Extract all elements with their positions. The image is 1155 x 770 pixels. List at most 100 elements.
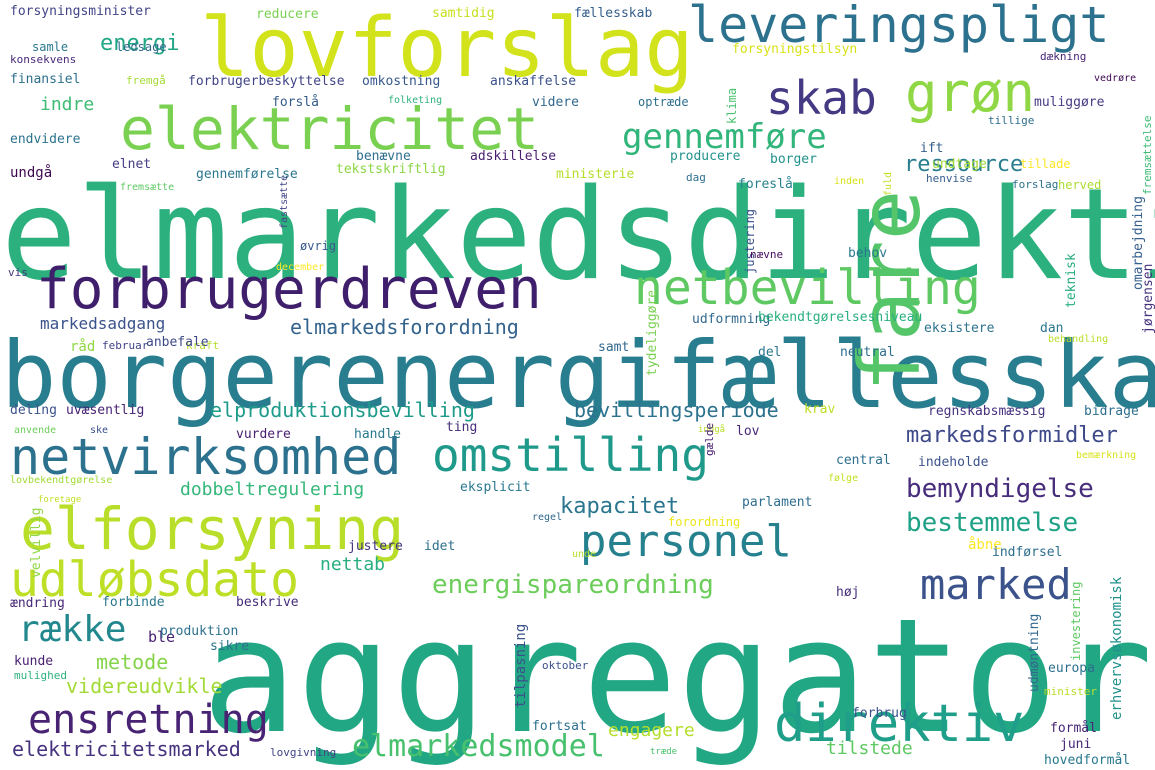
cloud-word: henvise (926, 172, 973, 185)
cloud-word: bemyndigelse (906, 474, 1094, 504)
cloud-word: række (18, 609, 127, 650)
cloud-word: anskaffelse (490, 74, 577, 89)
cloud-word: markedsadgang (40, 314, 166, 333)
cloud-word: grøn (905, 61, 1036, 124)
cloud-word: reducere (256, 7, 319, 22)
cloud-word: ændring (10, 596, 65, 611)
cloud-word: europa (1048, 661, 1095, 676)
cloud-word: engagere (608, 720, 695, 741)
cloud-word: sikre (210, 639, 250, 654)
cloud-word: fuld (883, 171, 894, 196)
cloud-word: kapacitet (560, 494, 680, 519)
cloud-word: ressource (904, 152, 1024, 177)
cloud-word: fastsætte (279, 174, 290, 229)
cloud-word: eksistere (924, 321, 995, 336)
cloud-word: dan (1040, 321, 1064, 336)
cloud-word: foreslå (738, 177, 793, 192)
cloud-word: vurdere (236, 427, 291, 442)
cloud-word: forbrugerbeskyttelse (188, 74, 345, 89)
cloud-word: anvende (14, 425, 57, 436)
cloud-word: indeholde (918, 455, 989, 470)
cloud-word: muliggøre (1034, 95, 1105, 110)
cloud-word: ministerie (556, 167, 635, 182)
cloud-word: samle (32, 40, 69, 54)
cloud-word: erhvervsøkonomisk (1109, 576, 1125, 720)
cloud-word: forslag (1012, 178, 1059, 191)
cloud-word: regel (532, 512, 563, 523)
cloud-word: bevillingsperiode (574, 398, 779, 422)
cloud-word: fare (841, 189, 939, 392)
cloud-word: fortsat (532, 719, 587, 734)
cloud-word: lovforslag (200, 1, 694, 96)
cloud-word: elmarkedsforordning (290, 315, 519, 339)
cloud-word: krav (804, 402, 836, 417)
cloud-word: tekstskriftlig (336, 162, 446, 177)
cloud-word: produktion (160, 624, 239, 639)
cloud-word: dækning (1040, 50, 1087, 63)
cloud-word: tillige (988, 114, 1035, 127)
cloud-word: folketing (388, 95, 443, 106)
cloud-word: ting (446, 420, 478, 435)
cloud-word: skab (766, 71, 877, 125)
cloud-word: samt (598, 340, 630, 355)
cloud-word: undgå (10, 165, 53, 181)
cloud-word: fremsætte (120, 182, 175, 193)
cloud-word: hovedformål (1044, 753, 1131, 768)
cloud-word: borgerenergifællesskab (1, 322, 1155, 429)
cloud-word: mulighed (14, 669, 67, 682)
cloud-word: aggregator (201, 585, 1153, 769)
cloud-word: forbrugerdreven (36, 257, 542, 322)
cloud-word: markedsformidler (906, 423, 1118, 448)
cloud-word: elnet (112, 157, 152, 172)
cloud-word: elproduktionsbevilling (210, 398, 475, 422)
cloud-word: foretage (38, 495, 82, 505)
cloud-word: samtidig (432, 6, 495, 21)
cloud-word: ske (90, 425, 109, 436)
cloud-word: forbrug (852, 706, 907, 721)
cloud-word: indførsel (992, 545, 1063, 560)
cloud-word: omarbejdning (1131, 196, 1146, 290)
cloud-word: regnskabsmæssig (928, 404, 1046, 419)
cloud-word: finansiel (10, 72, 81, 87)
cloud-word: herved (1058, 178, 1102, 192)
cloud-word: elektricitet (120, 95, 540, 163)
cloud-word: konsekvens (10, 53, 77, 66)
cloud-word: nettab (320, 554, 386, 575)
cloud-word: parlament (742, 495, 813, 510)
cloud-word: fremgå (126, 74, 166, 87)
cloud-word: velvillig (29, 507, 44, 578)
cloud-word: fremsættelse (1141, 115, 1154, 195)
cloud-word: neutral (840, 345, 895, 360)
cloud-word: tilstede (826, 738, 913, 759)
cloud-word: lovbekendtgørelse (10, 475, 113, 486)
cloud-word: investering (1069, 581, 1083, 661)
cloud-word: bekendtgørelsesniveau (758, 310, 923, 325)
cloud-word: omstilling (432, 428, 709, 482)
cloud-word: gennemførelse (196, 167, 298, 182)
cloud-word: udformning (692, 312, 771, 327)
cloud-word: netvirksomhed (10, 428, 402, 486)
cloud-word: elmarkedsdirektiv (1, 161, 1155, 308)
cloud-word: idet (424, 539, 456, 554)
cloud-word: netbevilling (634, 260, 981, 316)
cloud-word: indre (40, 94, 95, 115)
cloud-word: uvæsentlig (66, 403, 145, 418)
cloud-word: indgå (698, 425, 726, 435)
cloud-word: personel (580, 516, 792, 567)
cloud-word: elektricitetsmarked (12, 737, 241, 761)
cloud-word: anbefale (146, 335, 209, 350)
cloud-word: behov (848, 246, 888, 261)
cloud-word: videre (532, 95, 579, 110)
cloud-word: forslå (272, 95, 319, 110)
cloud-word: unde (572, 549, 597, 560)
cloud-word: marked (920, 560, 1072, 609)
cloud-word: juni (1060, 737, 1092, 752)
cloud-word: høj (836, 585, 860, 600)
cloud-word: bemærkning (1076, 450, 1137, 461)
cloud-word: råd (70, 339, 96, 355)
cloud-word: central (836, 453, 891, 468)
cloud-word: eksplicit (460, 480, 531, 495)
cloud-word: forordning (668, 515, 741, 529)
cloud-word: tilpasning (513, 623, 529, 708)
cloud-word: kunde (14, 654, 54, 669)
